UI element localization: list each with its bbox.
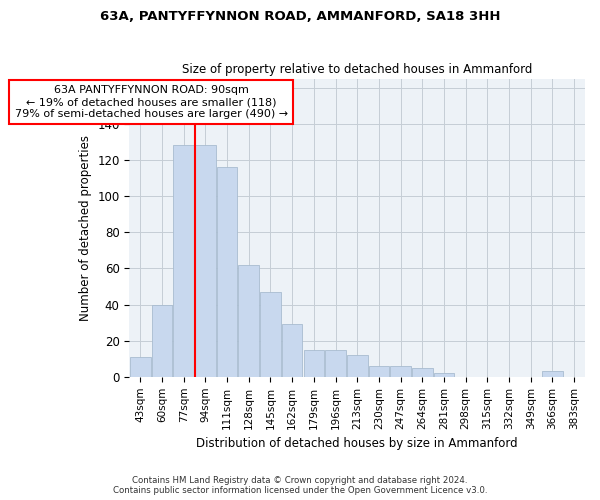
Y-axis label: Number of detached properties: Number of detached properties	[79, 134, 92, 320]
Bar	[542, 372, 563, 377]
Bar	[412, 368, 433, 377]
Bar	[368, 366, 389, 377]
Bar	[152, 304, 172, 377]
Text: Contains HM Land Registry data © Crown copyright and database right 2024.
Contai: Contains HM Land Registry data © Crown c…	[113, 476, 487, 495]
Bar	[195, 146, 215, 377]
Bar	[238, 264, 259, 377]
Title: Size of property relative to detached houses in Ammanford: Size of property relative to detached ho…	[182, 63, 532, 76]
Bar	[347, 355, 368, 377]
Bar	[217, 167, 238, 377]
Bar	[390, 366, 411, 377]
Text: 63A PANTYFFYNNON ROAD: 90sqm
← 19% of detached houses are smaller (118)
79% of s: 63A PANTYFFYNNON ROAD: 90sqm ← 19% of de…	[14, 86, 287, 118]
X-axis label: Distribution of detached houses by size in Ammanford: Distribution of detached houses by size …	[196, 437, 518, 450]
Bar	[304, 350, 324, 377]
Bar	[260, 292, 281, 377]
Bar	[325, 350, 346, 377]
Bar	[434, 373, 454, 377]
Bar	[173, 146, 194, 377]
Bar	[282, 324, 302, 377]
Bar	[130, 357, 151, 377]
Text: 63A, PANTYFFYNNON ROAD, AMMANFORD, SA18 3HH: 63A, PANTYFFYNNON ROAD, AMMANFORD, SA18 …	[100, 10, 500, 23]
